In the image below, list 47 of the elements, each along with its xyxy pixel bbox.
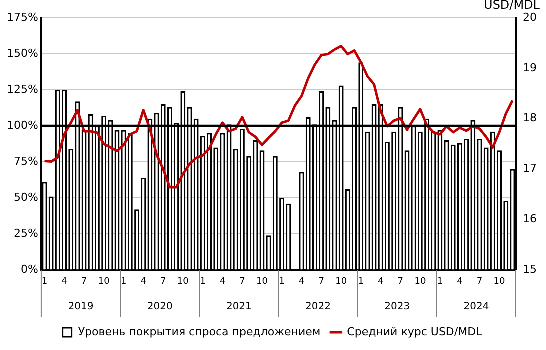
x-tick-label: 7	[476, 276, 483, 287]
x-tick-label: 4	[298, 276, 305, 287]
y-tick-label: 100%	[6, 118, 38, 132]
x-tick-label: 1	[200, 276, 206, 287]
legend-label: Средний курс USD/MDL	[347, 325, 484, 338]
x-tick-label: 1	[279, 276, 285, 287]
y-tick-label: 150%	[6, 46, 38, 60]
y-tick-label: 50%	[14, 191, 38, 204]
text: 2021	[226, 302, 252, 313]
y2-tick-label: 18	[523, 112, 538, 125]
x-tick-label: 4	[378, 276, 384, 287]
x-tick-label: 4	[140, 276, 147, 287]
x-tick-label: 10	[177, 276, 190, 287]
text: 2024	[464, 302, 490, 313]
x-tick-label: 4	[62, 276, 68, 287]
x-tick-label: 7	[160, 276, 166, 287]
y2-tick-label: 20	[523, 10, 538, 24]
y-tick-label: 175%	[6, 10, 38, 24]
y2-axis-title: USD/MDL	[484, 0, 540, 12]
x-tick-label: 1	[437, 276, 444, 287]
x-tick-label: 10	[256, 276, 268, 287]
x-tick-label: 10	[494, 276, 506, 287]
text: 2022	[306, 302, 331, 313]
y2-tick-label: 17	[523, 162, 538, 176]
text: 2023	[384, 302, 410, 313]
text: 2020	[147, 302, 173, 313]
x-tick-label: 1	[358, 276, 364, 287]
y2-tick-label: 15	[523, 263, 538, 276]
text: 2019	[68, 302, 94, 313]
x-tick-label: 7	[398, 276, 404, 287]
y-tick-label: 75%	[14, 154, 38, 168]
x-tick-label: 7	[318, 276, 324, 287]
x-tick-label: 1	[120, 276, 127, 287]
y-tick-label: 25%	[14, 227, 38, 240]
legend-label: Уровень покрытия спроса предложением	[78, 325, 321, 338]
x-tick-label: 10	[414, 276, 426, 287]
x-tick-label: 7	[240, 276, 246, 287]
y-tick-label: 0%	[20, 263, 38, 276]
x-tick-label: 10	[98, 276, 110, 287]
y2-tick-label: 16	[523, 212, 538, 226]
x-tick-label: 4	[457, 276, 464, 287]
x-tick-label: 1	[42, 276, 48, 287]
y-tick-label: 125%	[6, 82, 38, 96]
x-tick-label: 7	[81, 276, 88, 287]
x-tick-label: 10	[336, 276, 348, 287]
x-tick-label: 4	[220, 276, 226, 287]
y2-tick-label: 19	[523, 61, 538, 74]
